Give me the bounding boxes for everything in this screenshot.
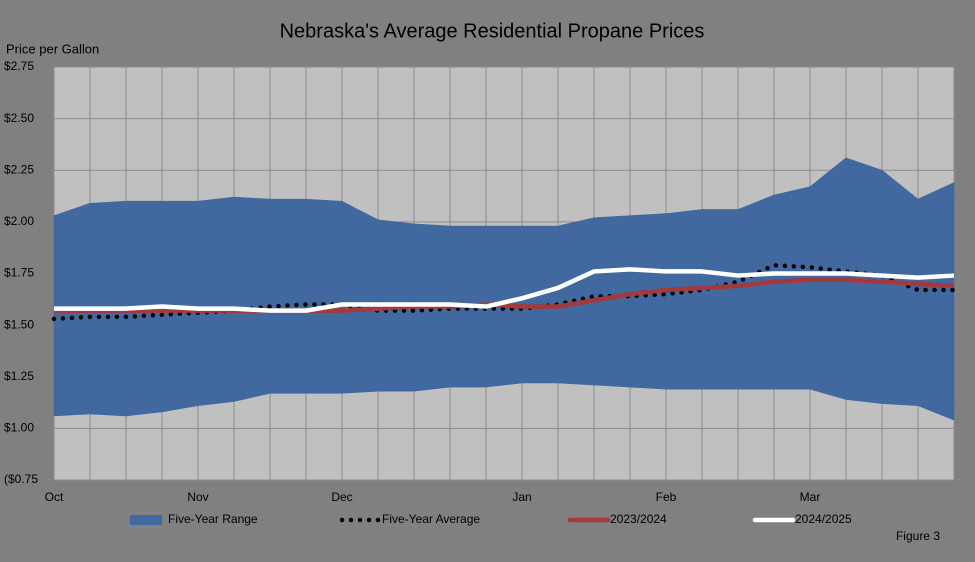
range-area [737,194,775,390]
legend-label: Five-Year Average [382,512,480,526]
x-tick-label: Dec [331,490,352,504]
range-area [341,200,379,394]
figure-note: Figure 3 [896,529,940,543]
legend-label: 2024/2025 [795,512,852,526]
range-area [197,196,235,406]
range-area [773,186,811,390]
legend-swatch [130,515,162,525]
y-tick-label: $1.00 [4,421,34,435]
x-tick-label: Oct [45,490,64,504]
legend-label: Five-Year Range [168,512,258,526]
y-tick-label: $1.75 [4,266,34,280]
chart-title: Nebraska's Average Residential Propane P… [280,20,705,42]
range-area [701,209,739,390]
y-tick-label: ($0.75 [4,472,38,486]
x-tick-label: Jan [512,490,531,504]
y-axis-title: Price per Gallon [6,41,99,56]
range-area [233,196,271,402]
y-tick-label: $2.25 [4,162,34,176]
y-tick-label: $2.75 [4,59,34,73]
range-area [629,213,667,390]
legend-label: 2023/2024 [610,512,667,526]
range-area [665,209,703,390]
range-area [917,182,955,421]
x-tick-label: Nov [187,490,208,504]
x-tick-label: Mar [800,490,821,504]
range-area [269,198,307,394]
y-tick-label: $2.00 [4,214,34,228]
series-line [51,262,957,322]
y-tick-label: $2.50 [4,111,34,125]
y-tick-label: $1.25 [4,369,34,383]
range-area [881,169,919,406]
y-tick-label: $1.50 [4,317,34,331]
series-line [54,267,955,313]
x-tick-label: Feb [656,490,677,504]
range-area [305,198,343,394]
